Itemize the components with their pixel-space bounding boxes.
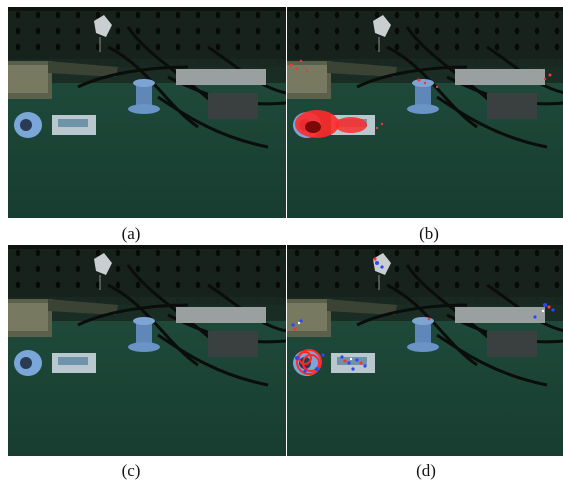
scene-image-b	[287, 7, 563, 218]
scene-image-c	[8, 245, 286, 456]
red-keypoint-overlay	[289, 59, 552, 138]
caption-b: (b)	[419, 224, 439, 243]
panel-d	[287, 245, 563, 456]
caption-c: (c)	[121, 461, 141, 480]
scene-image-d	[287, 245, 563, 456]
panel-a	[8, 7, 286, 218]
red-blue-keypoint-overlay	[291, 257, 555, 375]
caption-a: (a)	[121, 224, 141, 243]
panel-b	[287, 7, 563, 218]
panel-c	[8, 245, 286, 456]
scene-image-a	[8, 7, 286, 218]
caption-d: (d)	[416, 461, 436, 480]
